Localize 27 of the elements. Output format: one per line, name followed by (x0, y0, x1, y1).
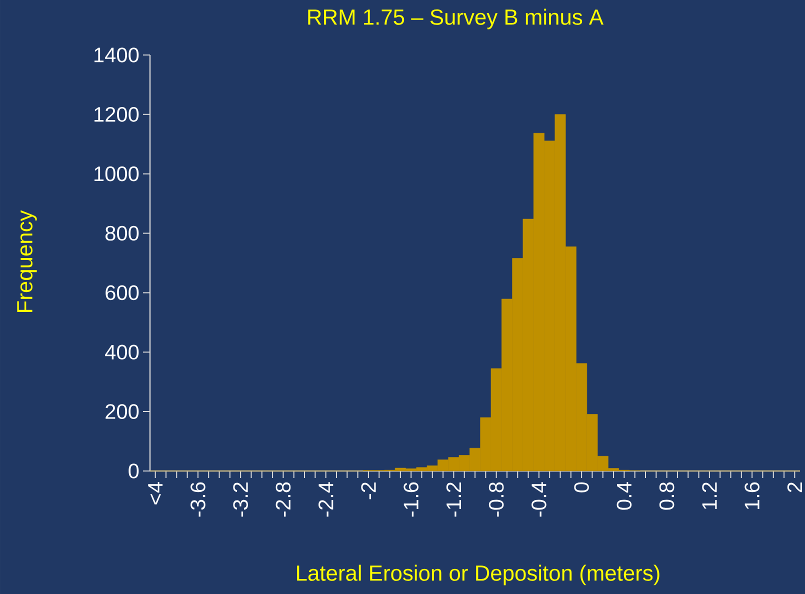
x-tick-label: -0.8 (488, 482, 504, 517)
y-tick-label: 400 (105, 344, 139, 360)
y-tick-label: 200 (106, 404, 139, 419)
x-tick-label: 2 (787, 482, 802, 492)
x-tick-label: -2.8 (276, 482, 291, 517)
x-tick-label: 0 (574, 482, 589, 492)
y-tick-label: 1200 (94, 107, 139, 122)
chart-title: RRM 1.75 – Survey B minus A (308, 8, 604, 30)
x-tick-label: -3.6 (190, 482, 206, 517)
x-tick-label: -2.4 (318, 482, 334, 517)
x-tick-label: -3.2 (233, 482, 248, 517)
x-tick-label: -1.2 (446, 482, 461, 517)
x-tick-label: -1.6 (404, 482, 418, 517)
y-tick-label: 800 (105, 226, 139, 241)
y-axis-title: Frequency (17, 210, 37, 312)
x-tick-label: 1.6 (744, 482, 760, 509)
x-tick-label: -0.4 (532, 482, 546, 517)
x-axis-title: Lateral Erosion or Depositon (meters) (297, 564, 660, 586)
y-tick-label: 600 (106, 285, 139, 300)
y-tick-label: 1000 (94, 166, 139, 182)
y-tick-label: 0 (128, 464, 139, 478)
y-tick-label: 1400 (94, 48, 139, 62)
x-tick-label: 0.8 (659, 482, 674, 510)
x-tick-label: <4 (148, 482, 163, 504)
x-tick-label: -2 (361, 482, 376, 500)
x-tick-label: 0.4 (616, 482, 632, 510)
x-tick-label: 1.2 (702, 482, 717, 509)
